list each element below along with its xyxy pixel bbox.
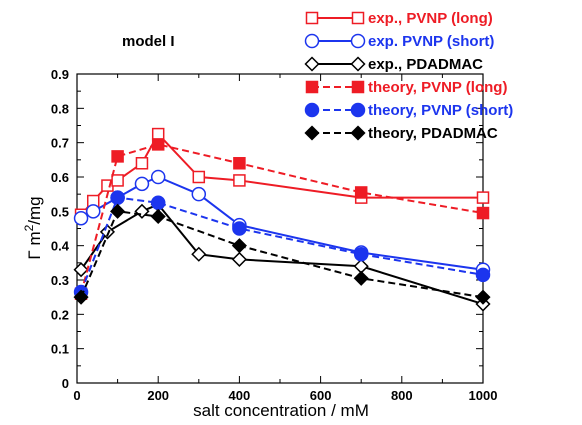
data-point xyxy=(110,190,125,205)
y-tick-label: 0.4 xyxy=(51,239,70,254)
data-point xyxy=(191,186,207,202)
legend-label: exp., PVNP (long) xyxy=(368,10,493,27)
y-axis-title-suffix: /mg xyxy=(25,196,44,224)
data-point xyxy=(150,208,166,225)
legend-marker xyxy=(350,125,366,141)
legend-marker xyxy=(350,56,366,72)
series-line xyxy=(80,133,483,216)
series-line xyxy=(80,203,484,305)
data-point xyxy=(475,289,491,305)
legend-marker xyxy=(351,80,365,94)
y-tick-label: 0.9 xyxy=(51,67,69,82)
legend-marker xyxy=(305,80,319,94)
y-axis-title: Γ m2/mg xyxy=(22,196,44,259)
data-point xyxy=(232,221,247,236)
y-axis-title-sup: 2 xyxy=(22,224,36,231)
legend-marker xyxy=(305,11,319,25)
legend-entry-exp-pvnp-long: exp., PVNP (long) xyxy=(305,10,493,27)
data-point xyxy=(73,210,89,226)
legend-marker xyxy=(304,125,320,141)
y-tick-label: 0.7 xyxy=(51,136,69,151)
data-point xyxy=(110,203,126,219)
x-tick-label: 400 xyxy=(229,388,251,403)
data-point xyxy=(135,157,149,170)
chart-title: model I xyxy=(122,33,175,50)
data-point xyxy=(353,247,369,262)
data-point xyxy=(192,170,206,184)
y-tick-label: 0.2 xyxy=(51,307,69,322)
legend-marker xyxy=(350,102,366,118)
legend-label: exp. PVNP (short) xyxy=(368,33,494,50)
series-line xyxy=(80,143,484,294)
y-tick-label: 0.6 xyxy=(51,170,69,185)
legend-marker xyxy=(304,33,320,49)
legend-entry-theory-pvnp-short: theory, PVNP (short) xyxy=(304,102,513,119)
data-point xyxy=(231,238,247,254)
legend-label: theory, PVNP (short) xyxy=(368,102,513,119)
x-tick-label: 0 xyxy=(73,388,80,403)
legend-entry-exp-pdadmac: exp., PDADMAC xyxy=(304,56,483,73)
legend: exp., PVNP (long) exp. PVNP (short) exp., … xyxy=(304,10,513,142)
data-point xyxy=(191,246,207,262)
data-point xyxy=(151,138,165,151)
data-point xyxy=(111,174,124,187)
y-tick-label: 0.5 xyxy=(51,204,69,219)
legend-entry-exp-pvnp-short: exp. PVNP (short) xyxy=(304,33,494,50)
data-point xyxy=(134,176,150,192)
legend-marker xyxy=(350,33,366,49)
legend-label: theory, PDADMAC xyxy=(368,125,498,142)
x-tick-label: 1000 xyxy=(469,388,498,403)
data-point xyxy=(476,191,490,204)
data-point xyxy=(151,127,165,141)
data-point xyxy=(111,150,124,163)
plot-frame xyxy=(76,73,484,384)
series-layer xyxy=(73,127,491,312)
series-exp-pdadmac xyxy=(73,196,491,312)
y-tick-label: 0.3 xyxy=(51,273,69,288)
legend-label: exp., PDADMAC xyxy=(368,56,483,73)
y-axis-title-prefix: Γ m xyxy=(25,231,44,259)
x-tick-label: 600 xyxy=(310,388,332,403)
series-theory-pdadmac xyxy=(73,203,491,305)
data-point xyxy=(353,270,369,286)
data-point xyxy=(73,289,89,305)
y-tick-label: 0.1 xyxy=(51,342,69,357)
data-point xyxy=(476,206,490,220)
series-theory-pvnp-short xyxy=(73,190,491,300)
data-point xyxy=(85,204,101,219)
series-line xyxy=(80,210,484,299)
data-point xyxy=(99,224,116,240)
x-tick-label: 800 xyxy=(391,388,413,403)
data-point xyxy=(231,251,247,267)
x-axis-title: salt concentration / mM xyxy=(193,401,369,420)
data-point xyxy=(354,186,368,199)
y-tick-label: 0.8 xyxy=(51,101,69,116)
data-point xyxy=(233,157,246,170)
legend-marker xyxy=(304,56,320,72)
y-tick-label: 0 xyxy=(62,376,69,391)
data-point xyxy=(475,267,491,283)
legend-marker xyxy=(351,11,365,25)
data-point xyxy=(233,174,246,187)
data-point xyxy=(73,262,89,278)
legend-marker xyxy=(304,102,320,118)
axes-layer: 0 200 400 600 800 1000 0 0.1 0.2 0.3 0.4 0.5 0.6 0.7 0… xyxy=(51,67,498,403)
legend-entry-theory-pvnp-long: theory, PVNP (long) xyxy=(305,79,507,96)
legend-label: theory, PVNP (long) xyxy=(368,79,507,96)
x-tick-label: 200 xyxy=(147,388,169,403)
data-point xyxy=(150,169,166,185)
data-point xyxy=(150,195,166,210)
legend-entry-theory-pdadmac: theory, PDADMAC xyxy=(304,125,498,142)
